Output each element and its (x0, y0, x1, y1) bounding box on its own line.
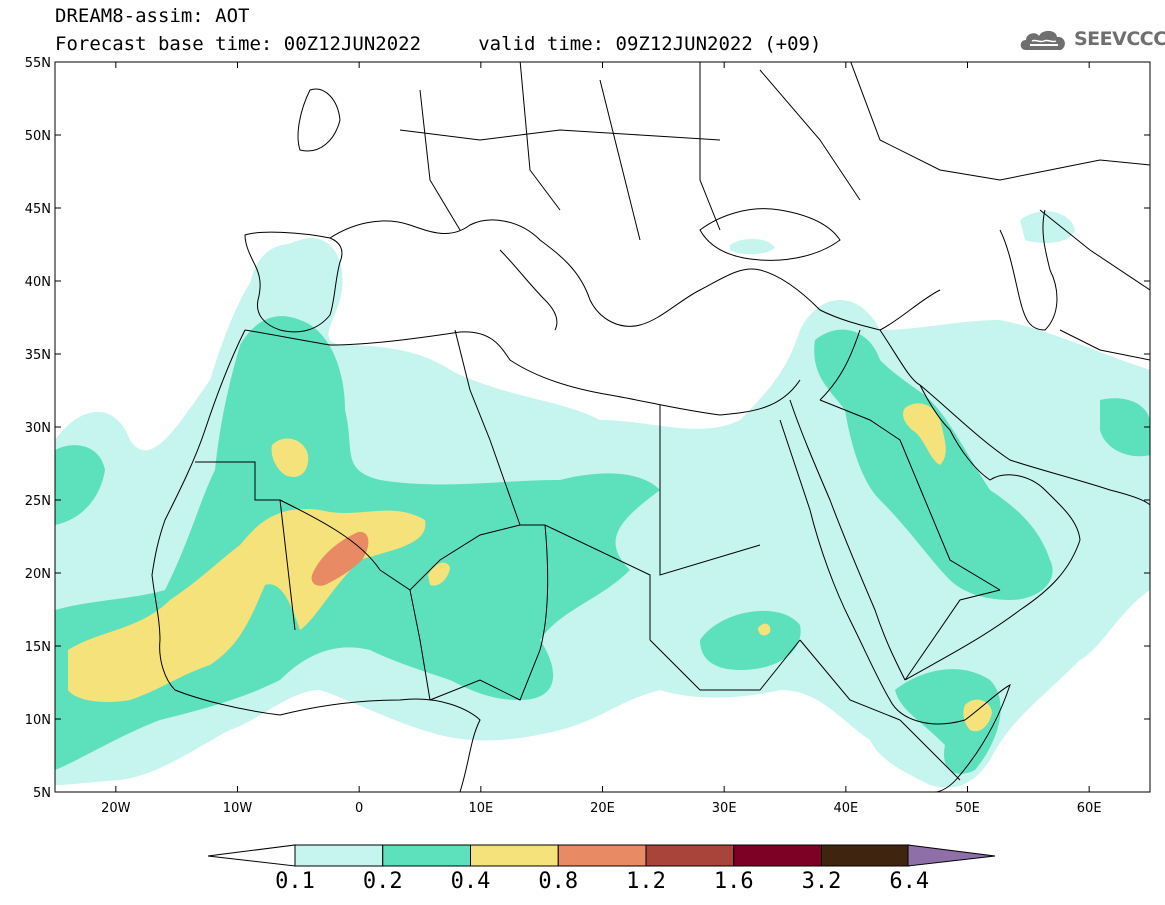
aot-band-0.2-gulf (814, 329, 1053, 600)
border-afghan (1059, 329, 1150, 361)
coastline-italy (499, 249, 558, 331)
border-nigeria (409, 589, 431, 701)
lat-tick-label: 20N (25, 567, 51, 582)
border-europe-2 (519, 62, 561, 211)
aot-band-0.2-sudan (700, 610, 801, 670)
aot-band-0.1-black-sea (730, 238, 775, 255)
coastline-red-sea-west (779, 419, 966, 725)
aot-band-0.4-gulf (903, 403, 946, 465)
map-frame: 20W 10W 0 10E 20E 30E 40E 50E 60E 55N 50N 45N 40N 35N… (25, 56, 1151, 816)
colorbar-box (645, 844, 735, 867)
coastline-w-africa (151, 329, 481, 792)
lon-tick-label: 50E (955, 801, 980, 816)
lat-tick-label: 40N (25, 275, 51, 290)
aot-band-0.4-north (271, 438, 309, 478)
border-saudi (819, 399, 1001, 591)
border-ethiopia (799, 639, 901, 721)
lat-tick-label: 5N (33, 786, 51, 801)
border-europe-6 (399, 129, 721, 141)
coastline-horn (934, 684, 1011, 792)
border-kazakh (1039, 209, 1150, 291)
aot-band-0.2-west (55, 445, 105, 525)
forecast-time-line: Forecast base time: 00Z12JUN2022 valid t… (55, 33, 822, 55)
border-egypt (659, 405, 761, 576)
coastline-black-sea (699, 208, 841, 261)
colorbar-box (557, 844, 647, 867)
coastline-europe (329, 219, 941, 331)
lon-tick-label: 60E (1077, 801, 1102, 816)
colorbar-high-arrow (907, 844, 996, 867)
colorbar-level-label: 1.2 (626, 869, 666, 894)
lat-tick-label: 25N (25, 494, 51, 509)
cloud-icon (1020, 30, 1065, 50)
aot-band-0.2-horn (895, 669, 1001, 774)
aot-band-0.1-caspian (1020, 211, 1075, 243)
border-cameroon (429, 649, 541, 701)
lon-tick-label: 20W (101, 801, 131, 816)
border-sudan (649, 639, 801, 691)
lat-tick-label: 50N (25, 129, 51, 144)
coastline-red-sea-east (789, 399, 906, 681)
coastline-arabia (904, 384, 1081, 681)
lat-tick-label: 15N (25, 640, 51, 655)
aot-band-0.8 (311, 531, 369, 586)
border-europe-5 (759, 69, 861, 201)
seevccc-logo: SEEVCCC (1018, 24, 1165, 54)
colorbar (207, 844, 996, 867)
coastline-caspian (999, 209, 1058, 331)
lat-tick-label: 30N (25, 421, 51, 436)
colorbar-boxes (294, 844, 910, 867)
lon-tick-label: 40E (833, 801, 858, 816)
colorbar-level-label: 3.2 (801, 869, 842, 894)
lat-tick-label: 55N (25, 56, 51, 71)
map-borders (151, 62, 1150, 792)
lat-tick-label: 10N (25, 713, 51, 728)
aot-band-0.4-sudan (758, 623, 771, 636)
coastline-n-africa (244, 329, 801, 416)
colorbar-level-label: 1.6 (713, 869, 754, 894)
colorbar-low-arrow (207, 844, 296, 867)
lon-tick-label: 10W (223, 801, 253, 816)
border-yemen (904, 589, 1001, 681)
lat-tick-label: 35N (25, 348, 51, 363)
aot-band-0.4-horn (963, 699, 992, 732)
lon-tick-label: 20E (590, 801, 615, 816)
colorbar-level-label: 6.4 (889, 869, 930, 894)
colorbar-level-label: 0.4 (450, 869, 491, 894)
border-europe-3 (599, 79, 641, 241)
colorbar-box (733, 844, 822, 867)
lon-tick-label: 10E (468, 801, 493, 816)
border-russia (850, 62, 1150, 181)
aot-band-0.4-niger (428, 562, 450, 586)
axis-ticks: 20W 10W 0 10E 20E 30E 40E 50E 60E 55N 50N 45N 40N 35N… (25, 56, 1150, 816)
border-somalia (899, 719, 961, 781)
lon-tick-label: 30E (712, 801, 737, 816)
aot-band-0.1-spain (250, 244, 331, 330)
colorbar-box (470, 844, 559, 867)
colorbar-level-label: 0.1 (275, 869, 315, 894)
colorbar-box (821, 844, 910, 867)
colorbar-box (382, 844, 471, 867)
border-europe-1 (419, 89, 461, 231)
colorbar-level-label: 0.8 (538, 869, 579, 894)
border-europe-4 (699, 62, 721, 231)
logo-text: SEEVCCC (1074, 28, 1165, 50)
border-chad (539, 524, 549, 651)
aot-band-0.2-arabia-east (1100, 398, 1150, 457)
colorbar-level-label: 0.2 (362, 869, 403, 894)
lon-tick-label: 0 (355, 801, 363, 816)
border-libya (520, 524, 651, 640)
colorbar-box (294, 844, 384, 867)
coastline-uk (297, 88, 341, 152)
border-iraq (819, 329, 861, 401)
border-sahara (195, 461, 296, 631)
border-iran (879, 329, 921, 386)
coastline-persia (919, 384, 1150, 506)
aot-contours (55, 211, 1150, 788)
border-algeria (454, 329, 521, 526)
lat-tick-label: 45N (25, 202, 51, 217)
map-title: DREAM8-assim: AOT (55, 5, 250, 27)
